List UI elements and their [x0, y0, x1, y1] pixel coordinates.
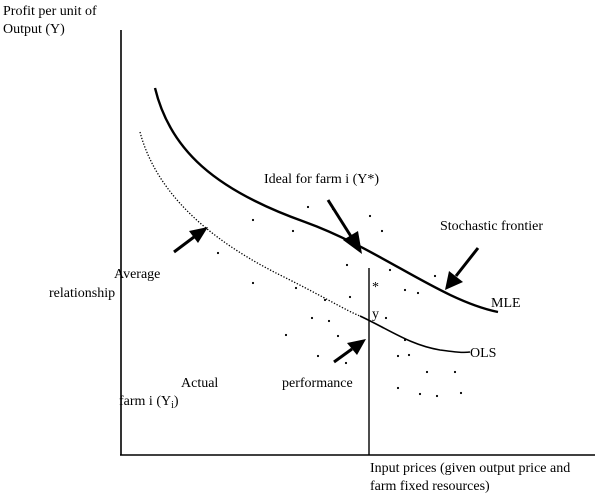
arrow-performance: [333, 339, 366, 364]
average-label-line1: Average: [114, 267, 160, 282]
performance-label: performance: [282, 376, 353, 391]
arrow-average-relationship: [173, 227, 208, 254]
stochastic-frontier-label: Stochastic frontier: [440, 219, 543, 234]
y-marker: y: [372, 307, 379, 322]
y-axis-title-line2: Output (Y): [3, 22, 65, 37]
star-marker: *: [372, 280, 379, 295]
arrow-ideal: [326, 199, 362, 254]
ideal-label: Ideal for farm i (Y*): [264, 172, 379, 187]
arrow-stochastic-frontier: [445, 247, 480, 290]
mle-frontier-curve: [153, 87, 499, 314]
mle-label: MLE: [491, 296, 521, 311]
average-relationship-curve: [139, 131, 361, 317]
actual-label-line2: farm i (Yi): [119, 394, 179, 411]
ols-label: OLS: [470, 346, 496, 361]
y-axis-title-line1: Profit per unit of: [3, 4, 97, 19]
actual-label-line1: Actual: [181, 376, 218, 391]
average-label-line2: relationship: [49, 286, 115, 301]
ols-curve: [359, 315, 471, 354]
scatter-observations: [216, 205, 463, 398]
x-axis-title-line1: Input prices (given output price and: [370, 461, 570, 476]
x-axis-title-line2: farm fixed resources): [370, 479, 490, 494]
